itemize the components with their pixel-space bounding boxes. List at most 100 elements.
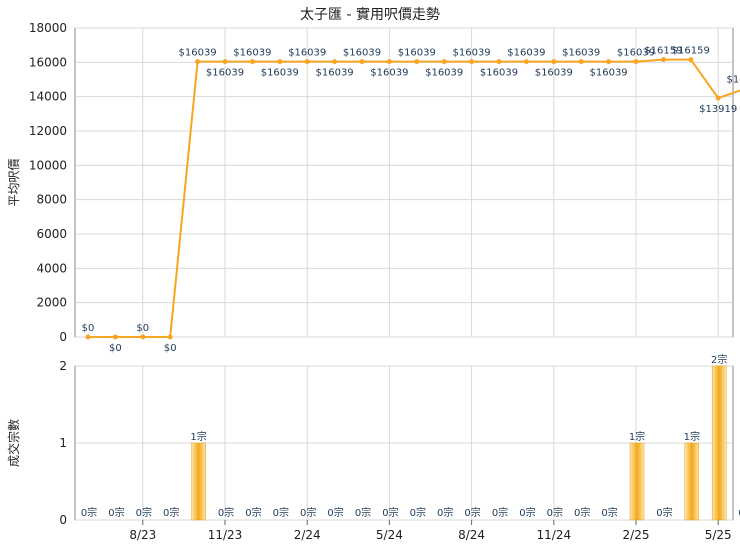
price-point <box>523 59 529 65</box>
price-data-label: $16039 <box>535 68 573 79</box>
price-y-tick-label: 16000 <box>29 55 67 69</box>
volume-data-label: 0宗 <box>574 506 590 519</box>
price-data-label: $16159 <box>644 46 682 57</box>
price-point <box>441 59 447 65</box>
volume-data-label: 0宗 <box>492 506 508 519</box>
volume-data-label: 0宗 <box>519 506 535 519</box>
volume-data-label: 0宗 <box>410 506 426 519</box>
price-point <box>469 59 475 65</box>
price-data-label: $16039 <box>370 68 408 79</box>
volume-y-axis-title: 成交宗數 <box>6 419 21 467</box>
price-data-label: $16039 <box>617 48 655 59</box>
price-point <box>633 59 639 65</box>
price-point <box>112 334 118 340</box>
price-point <box>304 59 310 65</box>
price-y-tick-label: 8000 <box>36 193 67 207</box>
price-y-tick-label: 10000 <box>29 158 67 172</box>
price-y-tick-label: 12000 <box>29 124 67 138</box>
chart-title: 太子匯 - 實用呎價走勢 <box>300 7 440 23</box>
x-tick-label: 2/24 <box>294 528 321 542</box>
price-point <box>359 59 365 65</box>
price-point <box>332 59 338 65</box>
volume-data-label: 0宗 <box>437 506 453 519</box>
volume-data-label: 0宗 <box>273 506 289 519</box>
price-y-tick-label: 2000 <box>36 296 67 310</box>
price-data-label: $16039 <box>480 68 518 79</box>
price-y-tick-label: 6000 <box>36 227 67 241</box>
x-tick-label: 11/23 <box>208 528 243 542</box>
volume-data-label: 0宗 <box>601 506 617 519</box>
price-y-tick-label: 0 <box>59 330 67 344</box>
volume-data-label: 0宗 <box>81 506 97 519</box>
price-data-label: $16039 <box>179 48 217 59</box>
price-data-label: $16039 <box>261 68 299 79</box>
price-data-label: $13919 <box>699 104 737 115</box>
price-point <box>249 59 255 65</box>
price-data-label: $0 <box>82 323 95 334</box>
x-tick-label: 8/24 <box>458 528 485 542</box>
volume-y-tick-label: 2 <box>59 359 67 373</box>
price-data-label: $16039 <box>507 48 545 59</box>
price-data-label: $16039 <box>590 68 628 79</box>
price-data-label: $0 <box>136 323 149 334</box>
price-point <box>496 59 502 65</box>
price-point <box>167 334 173 340</box>
price-point <box>195 59 201 65</box>
price-data-label: $0 <box>109 343 122 354</box>
volume-data-label: 0宗 <box>136 506 152 519</box>
price-data-label: $16039 <box>453 48 491 59</box>
price-y-tick-label: 18000 <box>29 21 67 35</box>
price-point <box>386 59 392 65</box>
price-point <box>660 57 666 63</box>
price-data-label: $16039 <box>425 68 463 79</box>
price-point <box>715 95 721 101</box>
volume-bar <box>191 442 206 521</box>
volume-bar <box>684 442 700 521</box>
price-data-label: $16039 <box>398 48 436 59</box>
price-data-label: $16039 <box>233 48 271 59</box>
volume-data-label: 0宗 <box>656 506 672 519</box>
price-point <box>277 59 283 65</box>
price-point <box>140 334 146 340</box>
volume-data-label: 1宗 <box>190 430 206 443</box>
volume-data-label: 0宗 <box>108 506 124 519</box>
volume-bar <box>629 442 645 521</box>
volume-data-label: 0宗 <box>547 506 563 519</box>
volume-data-label: 2宗 <box>711 353 727 366</box>
price-data-label: $14464 <box>727 75 740 86</box>
price-series-line <box>88 58 740 338</box>
volume-data-label: 0宗 <box>464 506 480 519</box>
price-data-label: $0 <box>164 343 177 354</box>
volume-y-tick-label: 0 <box>59 513 67 527</box>
volume-data-label: 0宗 <box>300 506 316 519</box>
price-point <box>606 59 612 65</box>
x-tick-label: 5/25 <box>705 528 732 542</box>
price-y-axis-title: 平均呎價 <box>7 158 21 206</box>
price-data-label: $16039 <box>562 48 600 59</box>
price-data-label: $16039 <box>206 68 244 79</box>
x-tick-label: 11/24 <box>537 528 572 542</box>
volume-data-label: 0宗 <box>355 506 371 519</box>
volume-data-label: 0宗 <box>163 506 179 519</box>
volume-data-label: 0宗 <box>327 506 343 519</box>
price-point <box>578 59 584 65</box>
price-point <box>688 57 694 63</box>
price-data-label: $16159 <box>672 46 710 57</box>
volume-data-label: 0宗 <box>218 506 234 519</box>
x-tick-label: 8/23 <box>129 528 156 542</box>
price-point <box>85 334 91 340</box>
volume-data-label: 1宗 <box>629 430 645 443</box>
volume-data-label: 1宗 <box>684 430 700 443</box>
price-point <box>222 59 228 65</box>
price-data-label: $16039 <box>343 48 381 59</box>
price-data-label: $16039 <box>288 48 326 59</box>
x-tick-label: 5/24 <box>376 528 403 542</box>
price-point <box>551 59 557 65</box>
volume-data-label: 0宗 <box>245 506 261 519</box>
volume-data-label: 0宗 <box>382 506 398 519</box>
price-y-tick-label: 4000 <box>36 261 67 275</box>
volume-bar <box>711 365 727 521</box>
volume-y-tick-label: 1 <box>59 436 67 450</box>
